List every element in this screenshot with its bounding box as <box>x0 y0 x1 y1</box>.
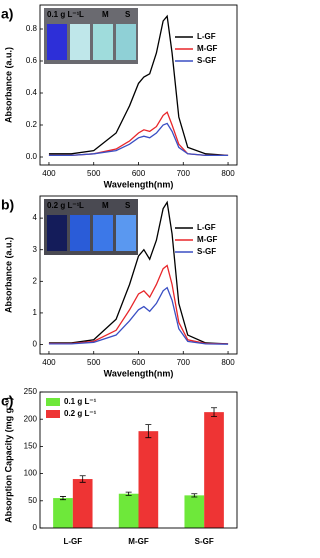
error-bar <box>59 496 66 501</box>
x-tick-label: 800 <box>221 358 235 367</box>
inset-label: 0.1 g L⁻¹ <box>47 10 80 19</box>
x-axis-title: Wavelength(nm) <box>104 179 174 189</box>
vial <box>70 24 90 60</box>
legend-label: L-GF <box>197 223 216 232</box>
x-tick-label: 400 <box>42 358 56 367</box>
legend-label: M-GF <box>197 44 218 53</box>
vial <box>116 215 136 251</box>
legend-label: M-GF <box>197 235 218 244</box>
vial <box>47 24 67 60</box>
bar <box>184 495 205 528</box>
inset-label: M <box>102 201 109 210</box>
legend-label: L-GF <box>197 32 216 41</box>
legend-label: S-GF <box>197 247 216 256</box>
bar <box>204 412 224 528</box>
x-axis-title: Wavelength(nm) <box>104 368 174 378</box>
vial <box>47 215 67 251</box>
y-tick-label: 3 <box>33 245 38 254</box>
line <box>48 14 229 157</box>
y-tick-label: 0.2 <box>26 120 38 129</box>
inset-label: L <box>79 10 84 19</box>
line <box>48 264 229 345</box>
x-tick-label: S-GF <box>195 537 214 546</box>
bar <box>138 431 159 528</box>
y-axis-title: Absorbance (a.u.) <box>3 237 13 313</box>
y-tick-label: 4 <box>33 213 38 222</box>
error-bar <box>79 475 86 483</box>
y-tick-label: 200 <box>24 414 38 423</box>
inset-label: L <box>79 201 84 210</box>
y-tick-label: 0.6 <box>26 56 38 65</box>
bar <box>53 498 73 528</box>
panel-label: c) <box>1 393 13 409</box>
legend-label: S-GF <box>197 56 216 65</box>
plot-frame <box>39 391 238 529</box>
x-tick-label: 500 <box>87 358 101 367</box>
panel-label: b) <box>1 197 14 213</box>
error-bar <box>145 424 152 439</box>
x-tick-label: 700 <box>177 169 191 178</box>
inset-label: 0.2 g L⁻¹ <box>47 201 80 210</box>
y-tick-label: 0 <box>33 340 38 349</box>
inset-label: S <box>125 10 131 19</box>
y-tick-label: 0.0 <box>26 152 38 161</box>
plot-frame <box>39 4 238 166</box>
line <box>48 122 229 157</box>
error-bar <box>191 493 198 498</box>
inset-label: M <box>102 10 109 19</box>
legend-swatch <box>46 398 60 406</box>
y-tick-label: 150 <box>24 442 38 451</box>
x-tick-label: 600 <box>132 358 146 367</box>
y-tick-label: 0.4 <box>26 88 38 97</box>
y-tick-label: 50 <box>28 496 37 505</box>
x-tick-label: 700 <box>177 358 191 367</box>
plot-frame <box>39 195 238 355</box>
y-tick-label: 2 <box>33 276 38 285</box>
vial <box>93 24 113 60</box>
inset-label: S <box>125 201 131 210</box>
vial <box>93 215 113 251</box>
error-bar <box>125 491 132 496</box>
y-tick-label: 0.8 <box>26 24 38 33</box>
x-tick-label: 400 <box>42 169 56 178</box>
legend-swatch <box>46 410 60 418</box>
y-tick-label: 1 <box>33 308 38 317</box>
line <box>48 286 229 345</box>
bar <box>72 479 93 528</box>
y-tick-label: 0 <box>33 523 38 532</box>
x-tick-label: 600 <box>132 169 146 178</box>
y-axis-title: Absorption Capacity (mg g⁻¹) <box>3 397 13 523</box>
x-tick-label: 500 <box>87 169 101 178</box>
legend-label: 0.2 g L⁻¹ <box>64 409 97 418</box>
x-tick-label: 800 <box>221 169 235 178</box>
y-tick-label: 250 <box>24 387 38 396</box>
x-tick-label: L-GF <box>63 537 82 546</box>
y-axis-title: Absorbance (a.u.) <box>3 47 13 123</box>
y-tick-label: 100 <box>24 469 38 478</box>
line <box>48 111 229 157</box>
vial <box>116 24 136 60</box>
error-bar <box>211 407 218 417</box>
line <box>48 200 229 345</box>
x-tick-label: M-GF <box>128 537 149 546</box>
legend-label: 0.1 g L⁻¹ <box>64 397 97 406</box>
panel-label: a) <box>1 6 13 22</box>
vial <box>70 215 90 251</box>
bar <box>118 493 139 528</box>
